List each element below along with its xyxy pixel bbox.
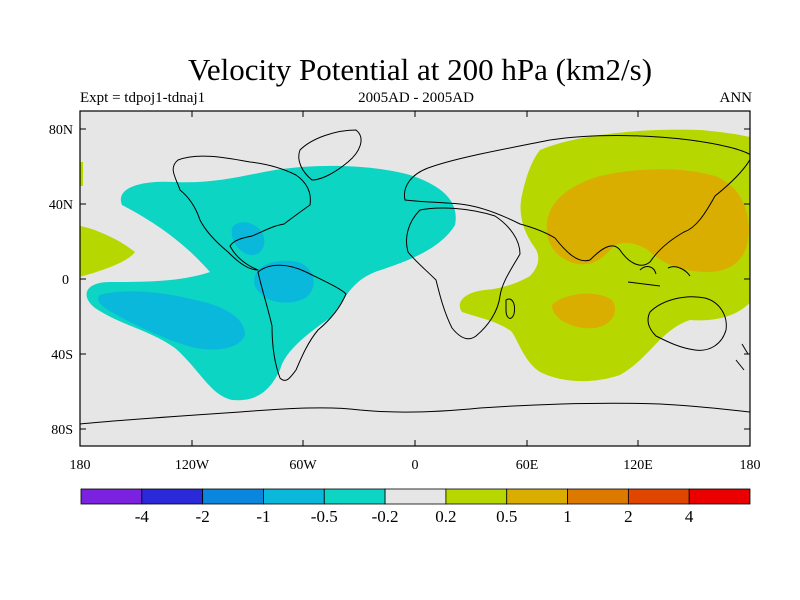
colorbar-label: 2 — [624, 507, 633, 526]
coastlines — [80, 129, 750, 425]
colorbar-swatch — [80, 488, 143, 505]
y-axis: 80N 40N 0 40S 80S — [49, 123, 750, 438]
x-tick-label: 180 — [740, 458, 761, 473]
x-tick-label: 0 — [412, 458, 419, 473]
x-tick-label: 60W — [289, 458, 317, 473]
coast-antarctica — [80, 402, 750, 425]
coast-africa — [406, 207, 521, 340]
contour-positive-mid-indian-ocean — [552, 293, 616, 329]
experiment-label: Expt = tdpoj1-tdnaj1 — [80, 90, 206, 106]
coast-australia — [647, 296, 727, 351]
coast-north-america — [172, 155, 311, 271]
y-tick-label: 40N — [49, 198, 73, 213]
period-label: 2005AD - 2005AD — [358, 90, 474, 106]
y-tick-label: 0 — [62, 273, 69, 288]
colorbar-label: 0.5 — [496, 507, 517, 526]
colorbar-swatch — [141, 488, 204, 505]
colorbar-swatch — [445, 488, 508, 505]
contour-positive-light-west-edge — [80, 162, 83, 186]
colorbar-label: -4 — [135, 507, 150, 526]
colorbar-swatch — [627, 488, 690, 505]
coast-new-zealand — [735, 343, 749, 371]
y-tick-label: 40S — [51, 348, 73, 363]
x-tick-label: 60E — [516, 458, 539, 473]
coast-greenland — [298, 129, 362, 181]
coast-indonesia — [627, 266, 691, 287]
colorbar-label: 1 — [563, 507, 572, 526]
contour-positive-mid-asia — [546, 169, 749, 272]
coast-europe-asia — [403, 135, 750, 266]
season-label: ANN — [719, 90, 753, 106]
colorbar-swatch — [263, 488, 325, 505]
contour-negative-mid-pacific — [98, 291, 245, 350]
colorbar-label: -2 — [196, 507, 210, 526]
x-tick-label: 180 — [70, 458, 91, 473]
colorbar-swatch — [506, 488, 568, 505]
colorbar-label: -0.5 — [311, 507, 338, 526]
colorbar-label: 4 — [685, 507, 694, 526]
contour-positive-light-west — [80, 225, 135, 277]
colorbar-label: 0.2 — [435, 507, 456, 526]
colorbar-swatch — [323, 488, 386, 505]
colorbar-swatch — [567, 488, 629, 505]
y-tick-label: 80S — [51, 423, 73, 438]
colorbar-label: -0.2 — [372, 507, 399, 526]
x-tick-label: 120E — [623, 458, 653, 473]
colorbar-swatch — [202, 488, 264, 505]
colorbar-label: -1 — [256, 507, 270, 526]
colorbar: -4 -2 -1 -0.5 -0.2 0.2 0.5 1 2 4 — [80, 488, 751, 526]
coast-south-america — [257, 264, 347, 381]
contour-negative-mid-north — [231, 222, 265, 256]
y-tick-label: 80N — [49, 123, 73, 138]
map-panel — [80, 111, 750, 446]
chart-title: Velocity Potential at 200 hPa (km2/s) — [187, 52, 653, 87]
colorbar-swatch — [688, 488, 751, 505]
colorbar-swatch — [384, 488, 447, 505]
x-axis: 180 120W 60W 0 60E 120E 180 — [70, 111, 761, 473]
x-tick-label: 120W — [175, 458, 210, 473]
coast-madagascar — [505, 298, 515, 319]
contour-negative-mid-amazon — [254, 260, 314, 303]
